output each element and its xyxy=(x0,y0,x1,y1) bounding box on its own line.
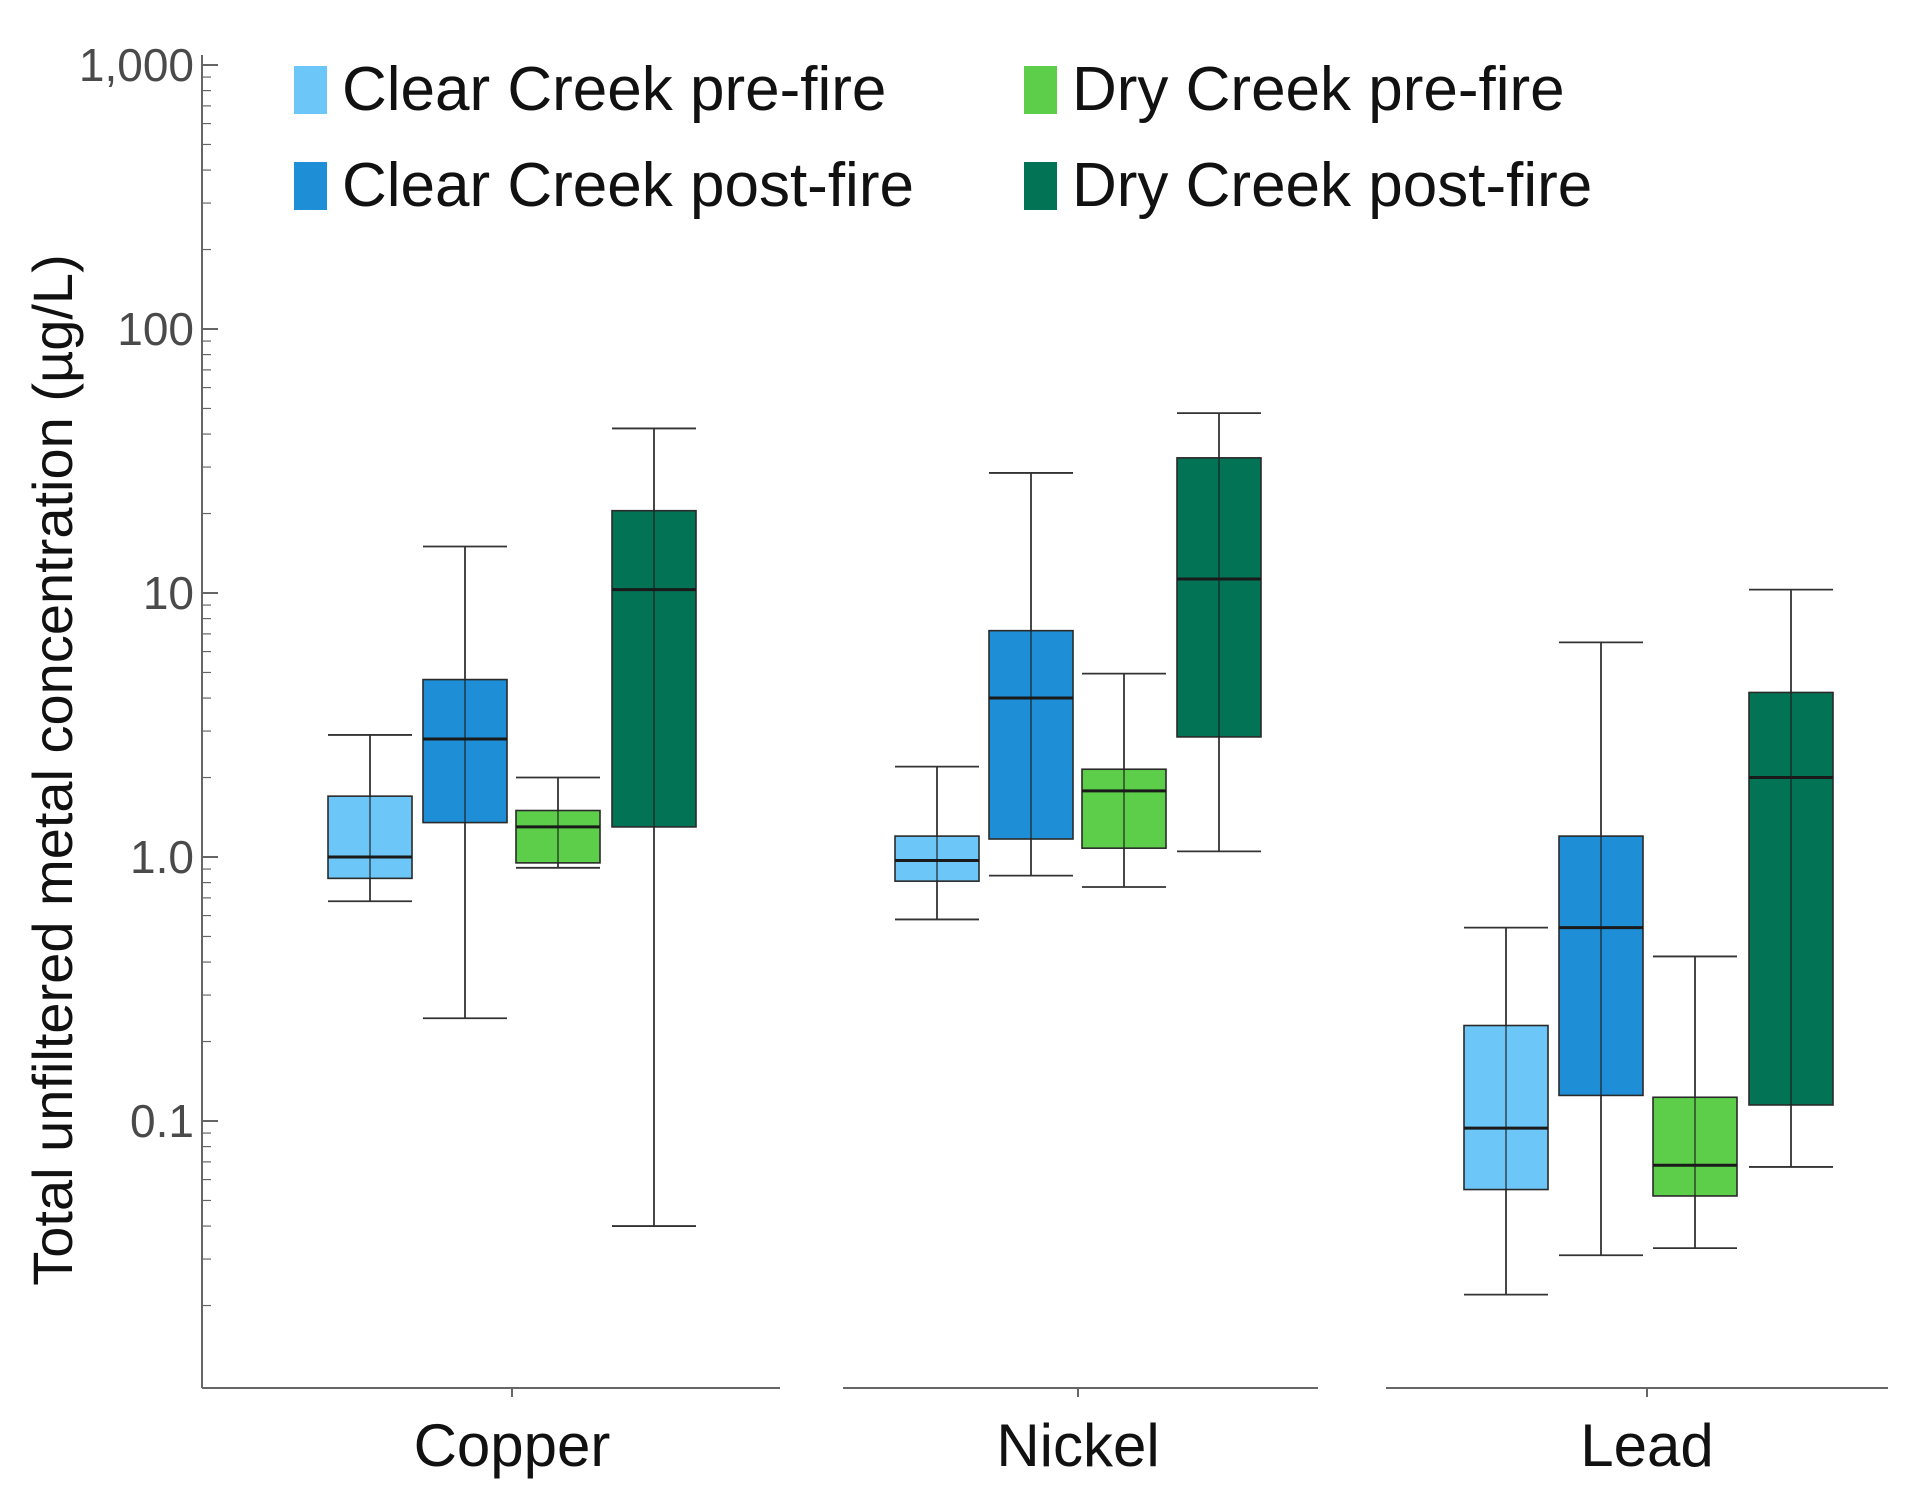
legend-swatch xyxy=(1024,66,1057,114)
legend-swatch xyxy=(294,162,327,210)
box-nickel-dry-creek-post-fire xyxy=(1176,412,1262,853)
y-tick-label: 1.0 xyxy=(130,831,194,883)
box-lead-dry-creek-post-fire xyxy=(1748,588,1834,1168)
legend-label: Clear Creek post-fire xyxy=(342,151,914,220)
y-tick-label: 10 xyxy=(143,567,194,619)
box-copper-dry-creek-pre-fire xyxy=(515,776,601,869)
box-copper-dry-creek-post-fire xyxy=(611,427,697,1227)
x-axis: Copper Nickel Lead xyxy=(202,1387,1888,1479)
legend-item-clear-creek-post-fire: Clear Creek post-fire xyxy=(294,151,914,220)
box-lead-clear-creek-pre-fire xyxy=(1463,926,1549,1296)
box-copper-clear-creek-post-fire xyxy=(422,545,508,1020)
y-tick-label: 100 xyxy=(117,303,194,355)
box-copper-clear-creek-pre-fire xyxy=(327,734,413,903)
legend-swatch xyxy=(294,66,327,114)
legend-item-dry-creek-post-fire: Dry Creek post-fire xyxy=(1024,151,1592,220)
box-nickel-dry-creek-pre-fire xyxy=(1081,672,1167,888)
legend-label: Dry Creek pre-fire xyxy=(1072,55,1565,124)
legend-item-dry-creek-pre-fire: Dry Creek pre-fire xyxy=(1024,55,1565,124)
y-tick-label: 1,000 xyxy=(79,39,194,91)
legend: Clear Creek pre-fire Clear Creek post-fir… xyxy=(294,55,1592,220)
y-tick-label: 0.1 xyxy=(130,1095,194,1147)
legend-swatch xyxy=(1024,162,1057,210)
box-nickel-clear-creek-pre-fire xyxy=(894,765,980,921)
y-axis-title: Total unfiltered metal concentration (µg… xyxy=(21,254,84,1285)
y-axis: 1,000 100 10 1.0 0.1 xyxy=(79,39,218,1388)
legend-label: Dry Creek post-fire xyxy=(1072,151,1592,220)
category-label-nickel: Nickel xyxy=(996,1412,1159,1479)
legend-item-clear-creek-pre-fire: Clear Creek pre-fire xyxy=(294,55,886,124)
box-lead-dry-creek-pre-fire xyxy=(1652,955,1738,1250)
category-label-copper: Copper xyxy=(414,1412,611,1479)
legend-label: Clear Creek pre-fire xyxy=(342,55,886,124)
category-label-lead: Lead xyxy=(1580,1412,1713,1479)
box-nickel-clear-creek-post-fire xyxy=(988,472,1074,877)
box-lead-clear-creek-post-fire xyxy=(1558,641,1644,1257)
plot-area xyxy=(327,412,1834,1296)
